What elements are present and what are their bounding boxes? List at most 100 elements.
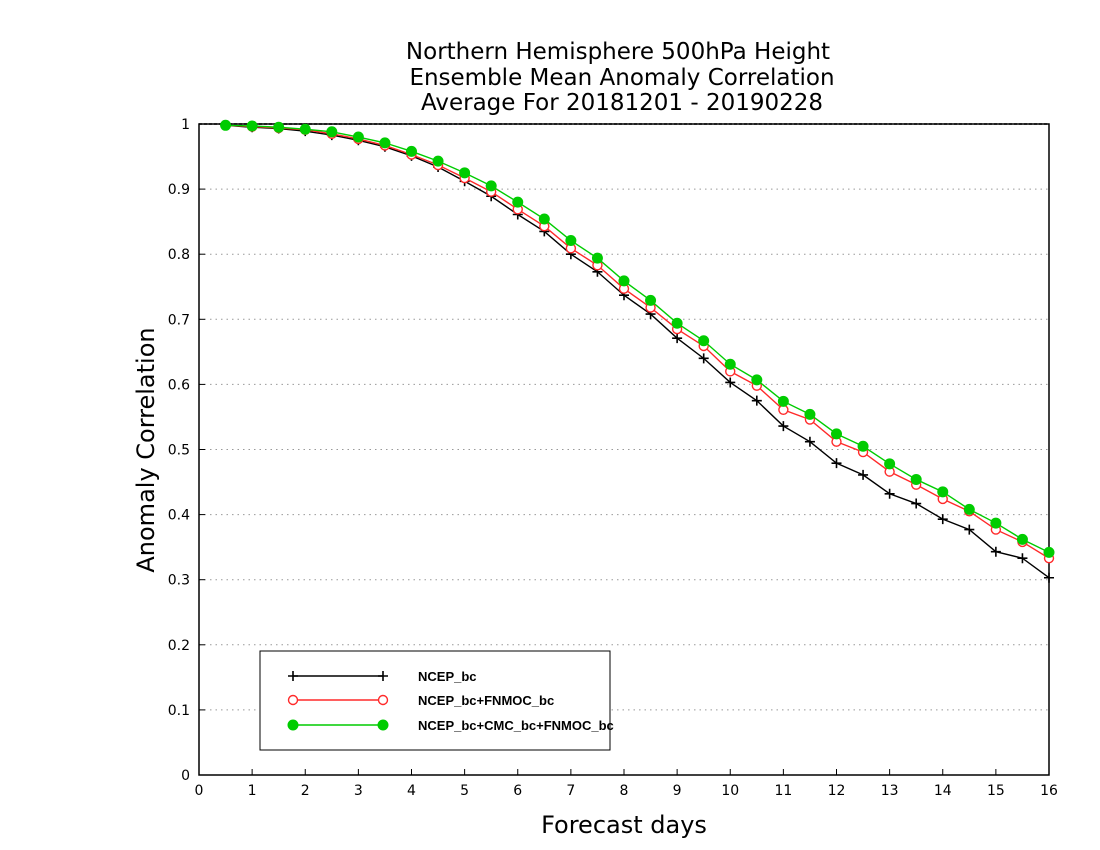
- x-tick-label-0: 0: [195, 783, 204, 799]
- legend-marker-end-2: [377, 719, 389, 731]
- series-2-point-30: [1016, 533, 1028, 545]
- series-2-point-5: [352, 131, 364, 143]
- series-2-point-4: [326, 126, 338, 138]
- series-2-point-15: [618, 275, 630, 287]
- x-tick-label-1: 1: [248, 783, 257, 799]
- y-axis: 0 0.1 0.2 0.3 0.4 0.5 0.6 0.7 0.8 0.9 1: [168, 117, 205, 784]
- series-0-point-18: [698, 353, 709, 364]
- x-tick-label-4: 4: [407, 783, 416, 799]
- series-0: [220, 120, 1054, 583]
- x-tick-label-9: 9: [673, 783, 682, 799]
- y-tick-label-1: 0.1: [168, 703, 190, 719]
- x-tick-label-6: 6: [513, 783, 522, 799]
- y-axis-title: Anomaly Correlation: [132, 327, 160, 572]
- x-axis: 0 1 2 3 4 5 6 7 8 9 10 11 12 13 14 15 16: [195, 769, 1058, 799]
- series-2-point-8: [432, 155, 444, 167]
- x-axis-title: Forecast days: [541, 811, 707, 839]
- series-2-point-0: [220, 119, 232, 131]
- y-tick-label-10: 1: [181, 117, 190, 133]
- x-tick-label-5: 5: [460, 783, 469, 799]
- series-2-point-26: [910, 473, 922, 485]
- series-2-point-22: [804, 408, 816, 420]
- series-2-point-13: [565, 235, 577, 247]
- x-tick-label-3: 3: [354, 783, 363, 799]
- chart-title-line-3: Average For 20181201 - 20190228: [421, 90, 823, 116]
- series-2-point-20: [751, 374, 763, 386]
- series-line-0: [225, 124, 1050, 579]
- x-tick-label-15: 15: [987, 783, 1005, 799]
- series-2-point-29: [990, 517, 1002, 529]
- y-tick-label-5: 0.5: [168, 443, 190, 459]
- x-tick-label-14: 14: [934, 783, 952, 799]
- x-tick-label-8: 8: [620, 783, 629, 799]
- series-line-1: [225, 124, 1050, 559]
- y-tick-label-0: 0: [181, 768, 190, 784]
- y-tick-label-8: 0.8: [168, 247, 190, 263]
- series-2-point-3: [299, 123, 311, 135]
- series-2-point-27: [937, 486, 949, 498]
- series-2-point-2: [273, 121, 285, 133]
- series-0-point-22: [804, 436, 815, 447]
- legend-item-1: NCEP_bc+FNMOC_bc: [287, 693, 554, 708]
- x-tick-label-2: 2: [301, 783, 310, 799]
- series-0-point-19: [725, 377, 736, 388]
- series-2-point-31: [1043, 546, 1055, 558]
- x-tick-label-10: 10: [721, 783, 739, 799]
- legend-marker-end-1: [377, 694, 389, 706]
- series-2-point-21: [777, 395, 789, 407]
- series-2-point-1: [246, 120, 258, 132]
- gridlines: [199, 123, 1049, 711]
- series-0-point-26: [911, 498, 922, 509]
- y-tick-label-6: 0.6: [168, 377, 190, 393]
- series-0-point-27: [937, 514, 948, 525]
- series-0-point-31: [1044, 572, 1054, 583]
- chart-title-line-2: Ensemble Mean Anomaly Correlation: [409, 65, 834, 91]
- x-tick-label-11: 11: [774, 783, 792, 799]
- legend-item-2: NCEP_bc+CMC_bc+FNMOC_bc: [287, 718, 614, 733]
- series-2-point-14: [591, 252, 603, 264]
- y-tick-label-2: 0.2: [168, 638, 190, 654]
- series-0-point-28: [964, 524, 975, 535]
- series-1: [220, 120, 1055, 564]
- series-2: [220, 119, 1055, 558]
- series-2-point-10: [485, 180, 497, 192]
- series-0-point-23: [831, 458, 842, 469]
- series-2-point-17: [671, 317, 683, 329]
- y-tick-label-9: 0.9: [168, 182, 190, 198]
- x-tick-label-16: 16: [1040, 783, 1058, 799]
- chart-title: Northern Hemisphere 500hPa Height Ensemb…: [406, 39, 835, 116]
- series-2-point-16: [645, 294, 657, 306]
- legend-marker-start-0: [288, 671, 298, 681]
- y-tick-label-7: 0.7: [168, 312, 190, 328]
- legend-marker-start-2: [287, 719, 299, 731]
- series-2-point-28: [963, 503, 975, 515]
- legend-label-2: NCEP_bc+CMC_bc+FNMOC_bc: [418, 718, 614, 733]
- y-tick-label-3: 0.3: [168, 573, 190, 589]
- series-0-point-20: [751, 395, 762, 406]
- series-0-point-24: [858, 469, 869, 480]
- series-2-point-19: [724, 358, 736, 370]
- series-2-point-23: [831, 428, 842, 440]
- series-2-point-11: [512, 196, 524, 208]
- series-0-point-21: [778, 421, 789, 432]
- series-2-point-12: [538, 213, 550, 225]
- series-lines: [220, 119, 1055, 583]
- series-2-point-6: [379, 137, 391, 149]
- y-tick-label-4: 0.4: [168, 508, 190, 524]
- series-2-point-24: [857, 440, 869, 452]
- series-0-point-30: [1017, 553, 1028, 564]
- series-0-point-17: [672, 333, 683, 344]
- legend-label-1: NCEP_bc+FNMOC_bc: [418, 693, 554, 708]
- series-0-point-29: [990, 546, 1001, 557]
- series-2-point-25: [884, 458, 896, 470]
- x-tick-label-7: 7: [566, 783, 575, 799]
- legend-item-0: NCEP_bc: [288, 669, 477, 684]
- legend: NCEP_bc NCEP_bc+FNMOC_bc NCEP_bc+CMC_bc+FN…: [259, 650, 614, 751]
- x-tick-label-13: 13: [881, 783, 899, 799]
- series-2-point-7: [406, 145, 417, 157]
- chart-title-line-1: Northern Hemisphere 500hPa Height: [406, 39, 830, 65]
- series-2-point-9: [459, 167, 471, 179]
- series-2-point-18: [698, 335, 710, 347]
- legend-label-0: NCEP_bc: [418, 669, 477, 684]
